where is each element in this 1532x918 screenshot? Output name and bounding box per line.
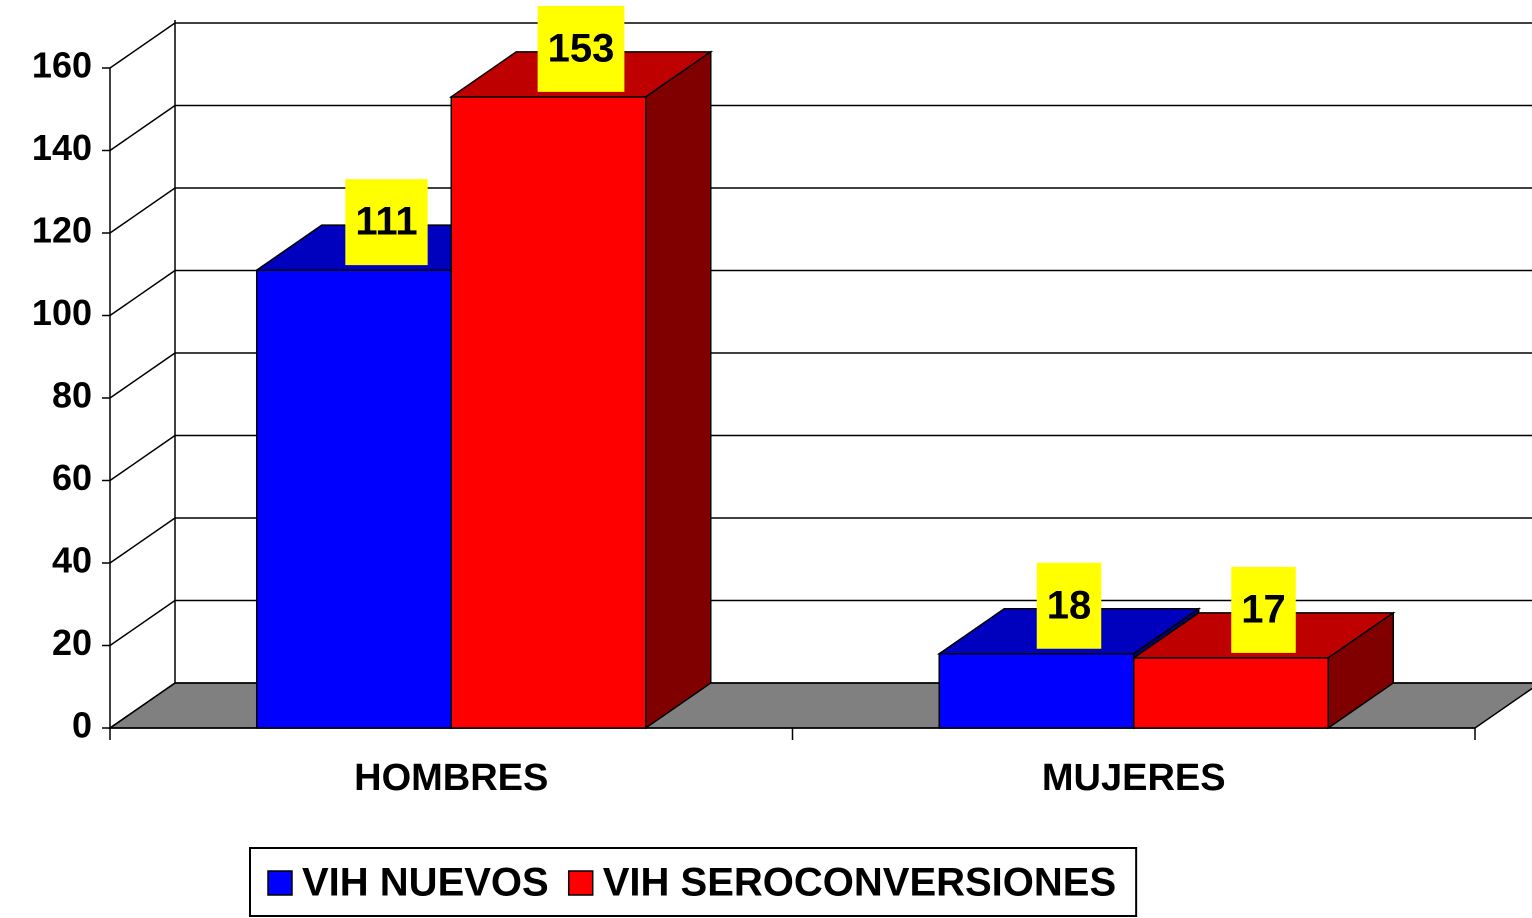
legend-swatch: [567, 870, 594, 896]
y-tick-label: 140: [32, 127, 92, 168]
legend-swatch: [267, 870, 293, 896]
x-tick-label: HOMBRES: [354, 757, 548, 799]
bar: [450, 96, 647, 729]
bar-side: [1327, 611, 1395, 730]
bar: [255, 269, 452, 729]
legend-label: VIH SEROCONVERSIONES: [603, 861, 1116, 905]
value-label: 17: [1241, 587, 1286, 631]
grid-line: [109, 22, 176, 69]
legend-box: [249, 847, 1138, 917]
grid-line: [109, 187, 176, 234]
legend: VIH NUEVOS VIH SEROCONVERSIONES: [249, 847, 1138, 917]
y-tick-label: 40: [52, 540, 92, 581]
bar-side: [645, 50, 712, 730]
grid-line: [109, 352, 176, 399]
bar: [1133, 657, 1330, 729]
y-tick-label: 60: [52, 457, 92, 498]
grid-line: [109, 682, 176, 729]
value-label-bg: [1231, 566, 1296, 653]
grid-line: [109, 599, 176, 647]
y-tick-label: 20: [52, 622, 92, 663]
y-tick-label: 0: [72, 705, 92, 746]
y-tick-label: 160: [32, 45, 92, 86]
value-label-bg: [537, 5, 625, 92]
value-label: 111: [355, 200, 417, 244]
value-label: 18: [1047, 583, 1092, 627]
x-tick-label: MUJERES: [1042, 757, 1226, 799]
bar: [938, 653, 1135, 729]
grid-line: [109, 434, 176, 482]
legend-label: VIH NUEVOS: [302, 861, 549, 905]
grid-line: [109, 104, 176, 152]
value-label-bg: [1036, 562, 1102, 649]
value-label: 153: [548, 26, 615, 70]
y-tick-label: 120: [32, 210, 92, 251]
y-tick-label: 80: [52, 375, 92, 416]
grid-line: [109, 517, 176, 564]
value-label-bg: [345, 179, 428, 266]
y-tick-label: 100: [32, 292, 92, 333]
grid-line: [109, 269, 176, 317]
